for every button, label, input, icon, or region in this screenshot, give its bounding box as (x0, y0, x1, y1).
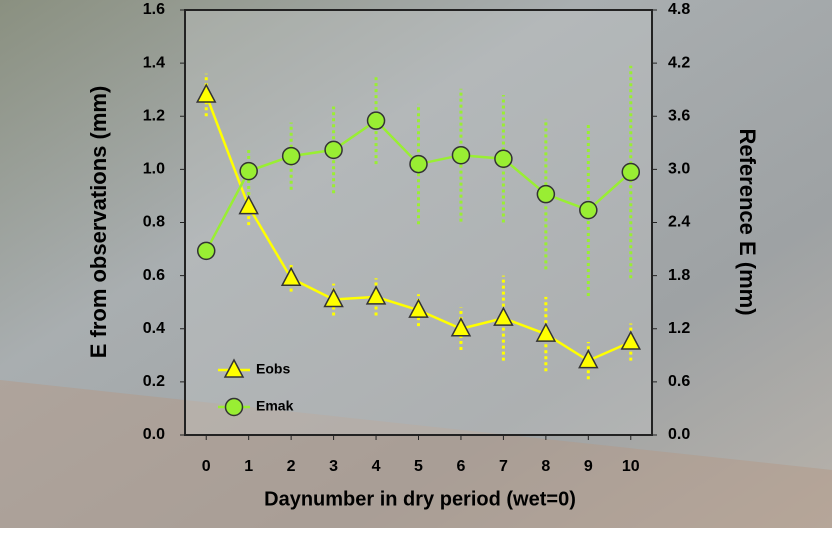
x-tick-label: 0 (202, 458, 211, 475)
data-point (281, 146, 301, 166)
legend-label: Emak (256, 398, 294, 414)
data-point (536, 184, 556, 204)
x-tick-label: 9 (584, 458, 593, 475)
x-tick-label: 2 (287, 458, 296, 475)
x-tick-label: 1 (244, 458, 253, 475)
data-point (620, 330, 642, 350)
x-tick-label: 8 (541, 458, 550, 475)
data-point (493, 306, 514, 326)
y-tick-label: 0.0 (143, 426, 165, 443)
data-point (535, 322, 557, 342)
data-point (579, 200, 598, 220)
x-tick-label: 6 (457, 458, 466, 475)
y2-tick-label: 3.0 (668, 161, 690, 178)
y-axis-label: E from observations (mm) (86, 86, 111, 359)
x-tick-label: 10 (622, 458, 640, 475)
x-axis-label: Daynumber in dry period (wet=0) (264, 488, 576, 510)
y-tick-label: 0.2 (143, 373, 165, 390)
data-point (324, 140, 343, 160)
data-point (451, 145, 471, 165)
data-point (238, 194, 259, 215)
data-point (409, 154, 428, 174)
data-point (196, 241, 216, 261)
data-point (578, 349, 599, 369)
data-point (323, 287, 344, 308)
data-point (280, 266, 302, 287)
y2-axis-label: Reference E (mm) (735, 128, 760, 315)
y2-tick-label: 3.6 (668, 107, 690, 124)
y2-tick-label: 0.0 (668, 426, 690, 443)
data-point (450, 317, 472, 337)
data-point (494, 149, 513, 168)
data-point (621, 162, 641, 182)
y2-tick-label: 0.6 (668, 373, 690, 390)
legend-marker (223, 358, 245, 378)
y-tick-label: 0.8 (143, 214, 165, 231)
y-tick-label: 1.4 (143, 54, 165, 71)
data-point (365, 285, 387, 305)
legend-label: Eobs (256, 361, 290, 377)
y2-tick-label: 2.4 (668, 214, 690, 231)
y2-tick-label: 1.8 (668, 267, 690, 284)
x-tick-label: 7 (499, 458, 508, 475)
y2-tick-label: 1.2 (668, 320, 690, 337)
data-point (239, 161, 258, 181)
x-tick-label: 3 (329, 458, 338, 475)
data-point (366, 111, 386, 130)
y-tick-label: 1.2 (143, 107, 165, 124)
y2-tick-label: 4.8 (668, 1, 690, 18)
y2-tick-label: 4.2 (668, 54, 690, 71)
y-tick-label: 1.6 (143, 1, 165, 18)
x-tick-label: 4 (372, 458, 381, 475)
photo-wall (0, 380, 832, 528)
data-point (408, 298, 429, 318)
y-tick-label: 1.0 (143, 161, 165, 178)
y-tick-label: 0.6 (143, 267, 165, 284)
data-point (195, 83, 217, 103)
x-tick-label: 5 (414, 458, 423, 475)
legend-marker (224, 397, 244, 417)
y-tick-label: 0.4 (143, 320, 165, 337)
